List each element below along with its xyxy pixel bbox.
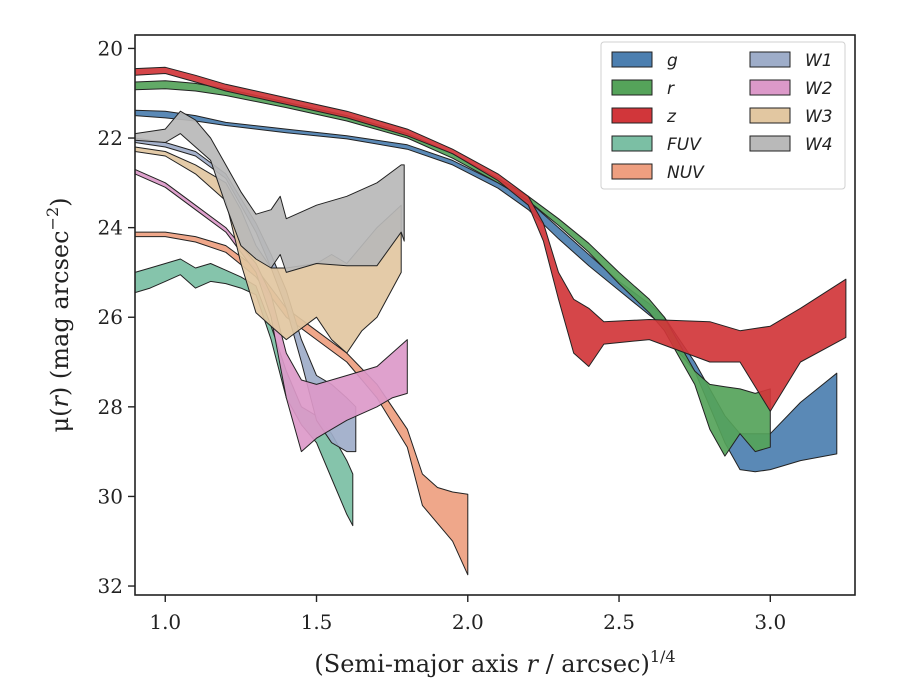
- y-tick-label: 22: [98, 126, 123, 150]
- y-axis-label-close: ): [46, 197, 74, 206]
- legend-swatch-w4: [749, 135, 791, 152]
- x-axis-label-suffix: / arcsec): [538, 650, 650, 678]
- legend-swatch-z: [611, 107, 653, 124]
- y-axis-label-variable: r: [46, 395, 74, 408]
- x-tick-label: 2.0: [452, 610, 484, 634]
- legend-swatch-w3: [749, 107, 791, 124]
- legend-label-z: z: [666, 107, 677, 127]
- legend-swatch-w2: [749, 79, 791, 96]
- x-axis-label-variable: r: [526, 650, 539, 678]
- y-axis-label-unit: ) (mag arcsec: [46, 230, 74, 396]
- legend-label-nuv: NUV: [667, 163, 705, 183]
- y-tick-label: 30: [98, 484, 123, 508]
- band-w4: [134, 110, 405, 273]
- x-tick-label: 1.5: [301, 610, 333, 634]
- legend-label-w4: W4: [805, 135, 833, 155]
- y-tick-label: 32: [98, 574, 123, 598]
- y-axis-label: μ(r) (mag arcsec−2): [43, 197, 74, 432]
- legend: grz FUV NUV W1 W2 W3 W4: [600, 41, 846, 190]
- y-axis-label-prefix: μ(: [46, 408, 74, 433]
- legend-label-w1: W1: [805, 51, 833, 71]
- legend-label-fuv: FUV: [667, 135, 702, 155]
- series-layer: [134, 66, 847, 576]
- y-axis: 20 22 24 26 28 30 32: [98, 36, 135, 598]
- y-tick-label: 24: [98, 216, 123, 240]
- legend-swatch-nuv: [611, 163, 653, 180]
- band-z: [134, 66, 847, 412]
- legend-label-r: r: [667, 79, 675, 99]
- y-axis-label-exponent: −2: [43, 207, 62, 231]
- x-axis-label-prefix: (Semi-major axis: [314, 650, 526, 678]
- legend-label-w2: W2: [805, 79, 833, 99]
- x-tick-label: 3.0: [754, 610, 786, 634]
- x-tick-label: 2.5: [603, 610, 635, 634]
- legend-swatch-g: [611, 51, 653, 68]
- legend-swatch-fuv: [611, 135, 653, 152]
- legend-frame: [600, 41, 846, 190]
- y-tick-label: 28: [98, 395, 123, 419]
- legend-swatch-w1: [749, 51, 791, 68]
- y-tick-label: 26: [98, 305, 123, 329]
- x-axis-label-exponent: 1/4: [650, 647, 676, 666]
- x-axis-label: (Semi-major axis r / arcsec)1/4: [314, 647, 675, 678]
- legend-label-w3: W3: [805, 107, 833, 127]
- x-tick-label: 1.0: [149, 610, 181, 634]
- band-fuv: [134, 258, 354, 527]
- y-tick-label: 20: [98, 36, 123, 60]
- x-axis: 1.0 1.5 2.0 2.5 3.0: [149, 595, 786, 634]
- legend-label-g: g: [667, 51, 678, 71]
- legend-swatch-r: [611, 79, 653, 96]
- plot-frame: [134, 34, 856, 596]
